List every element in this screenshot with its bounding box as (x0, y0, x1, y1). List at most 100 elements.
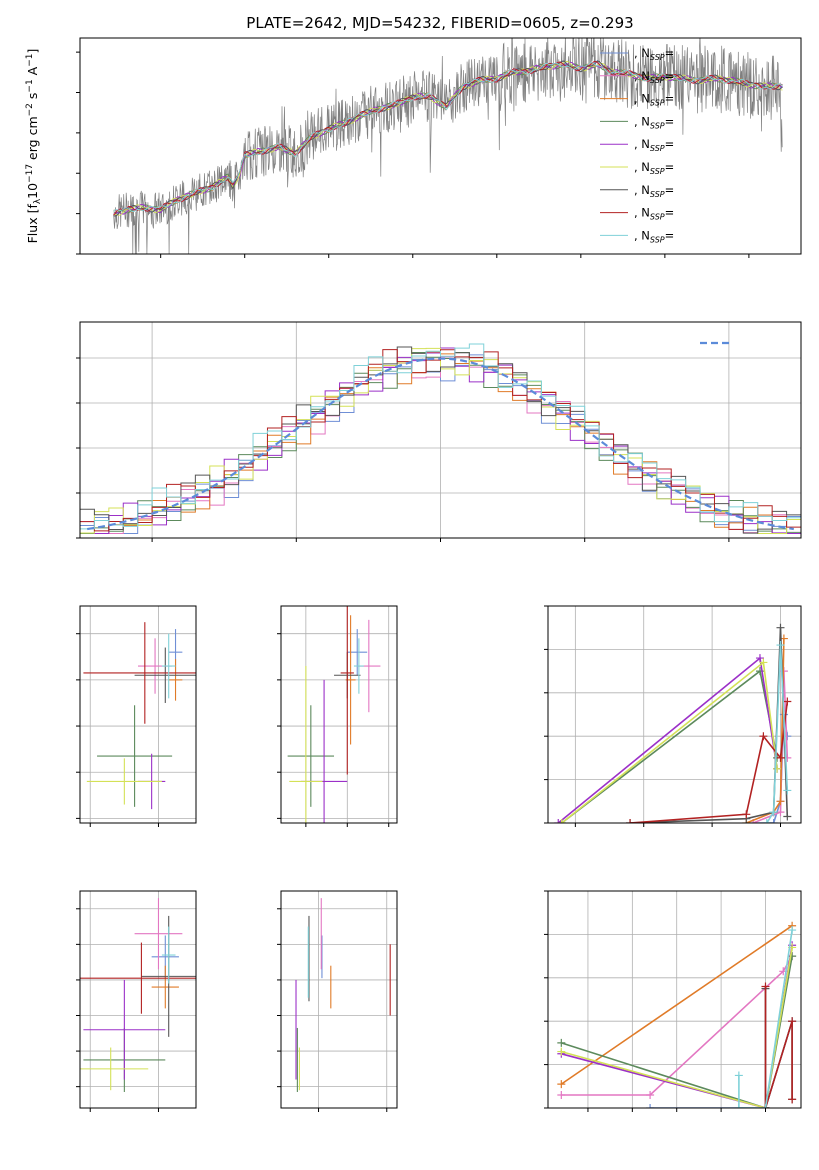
legend-nssp-eq: = (665, 160, 675, 174)
plot-area (554, 623, 792, 823)
mass-weight-marker (776, 623, 785, 632)
legend-nssp-eq: = (665, 137, 675, 151)
mass-weight-line (766, 645, 789, 823)
mass-weight-marker (734, 1071, 743, 1080)
legend-nssp-eq: = (665, 228, 675, 242)
mass-weight-marker (788, 1095, 797, 1104)
mass-weight-marker (788, 952, 797, 961)
axes-frame (547, 890, 802, 1109)
mass-weight-marker (776, 753, 785, 762)
legend-label: , NSSP= (634, 206, 674, 222)
mass-weight-marker (742, 810, 751, 819)
mass-weight-line (560, 925, 793, 1085)
legend-nssp-subscript: SSP (650, 213, 665, 222)
plot-area (287, 606, 381, 823)
histogram-step-line (80, 343, 801, 530)
model-spectrum-line (113, 61, 783, 215)
legend-label: , NSSP= (634, 160, 674, 176)
legend-nssp-prefix: , N (634, 183, 650, 197)
axes-frame (79, 37, 802, 255)
legend-label: , NSSP= (634, 137, 674, 153)
mass-weight-marker (762, 819, 771, 823)
normal-distribution-curve (87, 357, 794, 531)
legend-nssp-eq: = (665, 183, 675, 197)
mass-vs-ebv-panel (277, 890, 398, 1112)
mass-weight-line (561, 669, 778, 823)
mass-weight-marker (626, 819, 635, 823)
mass-weight-line (746, 638, 785, 823)
mass-weight-line (561, 955, 793, 1108)
mass-weight-marker (557, 1080, 566, 1089)
legend-nssp-eq: = (665, 69, 675, 83)
axes-frame (79, 890, 197, 1109)
legend-nssp-subscript: SSP (650, 167, 665, 176)
mass-weight-marker (783, 697, 792, 706)
mass-weight-marker (755, 654, 764, 663)
mass-vs-metallicity-panel (76, 890, 197, 1112)
page-title: PLATE=2642, MJD=54232, FIBERID=0605, z=0… (246, 14, 633, 32)
residual-histogram-panel (76, 321, 802, 542)
histogram-step-line (80, 347, 801, 534)
legend-nssp-prefix: , N (634, 228, 650, 242)
plot-area (557, 921, 797, 1108)
plot-area (80, 343, 801, 534)
legend-nssp-prefix: , N (634, 114, 650, 128)
y-axis-label: Flux [fλ10−17 erg cm−2 s−1 A−1] (25, 49, 43, 244)
mass-weight-line (738, 929, 793, 1108)
mass-weight-marker (788, 926, 797, 935)
mass-weight-marker (557, 1047, 566, 1056)
mass-weight-line (764, 986, 793, 1108)
mass-weight-marker (788, 1017, 797, 1026)
plot-area (113, 38, 783, 254)
axes-frame (79, 605, 197, 824)
mass-weight-marker (557, 819, 566, 823)
legend-label: , NSSP= (634, 92, 674, 108)
mass-weight-marker (759, 658, 768, 667)
mass-weight-marker (769, 819, 778, 823)
legend-nssp-prefix: , N (634, 46, 650, 60)
legend-label: , NSSP= (634, 228, 674, 244)
legend-nssp-eq: = (665, 46, 675, 60)
mass-weight-vs-age-panel (544, 605, 802, 827)
legend-label: , NSSP= (634, 114, 674, 130)
mass-weight-marker (761, 1104, 770, 1108)
plot-area (83, 622, 196, 810)
model-spectrum-line (113, 62, 783, 213)
mass-weight-marker (734, 1104, 743, 1108)
mass-weight-marker (783, 812, 792, 821)
mass-weight-marker (773, 764, 782, 773)
legend-label: , NSSP= (634, 46, 674, 62)
plot-area (295, 898, 391, 1092)
plot-area (80, 898, 196, 1092)
spectrum-panel: Flux [fλ10−17 erg cm−2 s−1 A−1], NSSP=, … (25, 37, 802, 258)
mass-weight-marker (776, 808, 785, 817)
mass-weight-marker (646, 1104, 655, 1108)
legend-label: , NSSP= (634, 183, 674, 199)
legend-nssp-subscript: SSP (650, 53, 665, 62)
legend-nssp-prefix: , N (634, 92, 650, 106)
legend-nssp-eq: = (665, 206, 675, 220)
legend-nssp-prefix: , N (634, 206, 650, 220)
mass-weight-marker (557, 1090, 566, 1099)
legend-nssp-subscript: SSP (650, 235, 665, 244)
histogram-step-line (80, 346, 801, 534)
mass-weight-marker (783, 786, 792, 795)
legend-nssp-prefix: , N (634, 69, 650, 83)
mass-weight-marker (776, 641, 785, 650)
mass-weight-marker (769, 808, 778, 817)
legend-nssp-eq: = (665, 92, 675, 106)
legend-nssp-subscript: SSP (650, 121, 665, 130)
axes-frame (280, 890, 398, 1109)
legend-nssp-subscript: SSP (650, 190, 665, 199)
mass-weight-vs-metallicity-panel (544, 890, 802, 1112)
axes-frame (79, 321, 802, 539)
mass-weight-marker (759, 732, 768, 741)
mass-weight-line (764, 988, 793, 1108)
mass-weight-marker (557, 1038, 566, 1047)
age-vs-mass-panel (277, 605, 398, 827)
legend-nssp-eq: = (665, 114, 675, 128)
legend-label: , NSSP= (634, 69, 674, 85)
mass-weight-line (630, 627, 789, 823)
axes-frame (280, 605, 398, 824)
